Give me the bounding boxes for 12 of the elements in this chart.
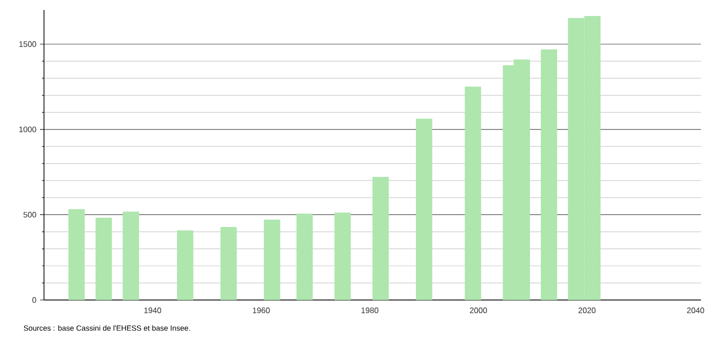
bar [416,118,432,300]
bar [334,212,351,300]
bar [122,212,140,300]
bar [296,214,313,300]
bar [177,230,194,300]
bar [68,209,85,300]
bar [96,218,112,300]
bar [464,86,482,300]
bar [372,176,389,300]
bar [264,220,280,300]
bar [540,49,558,300]
bar [220,226,237,300]
